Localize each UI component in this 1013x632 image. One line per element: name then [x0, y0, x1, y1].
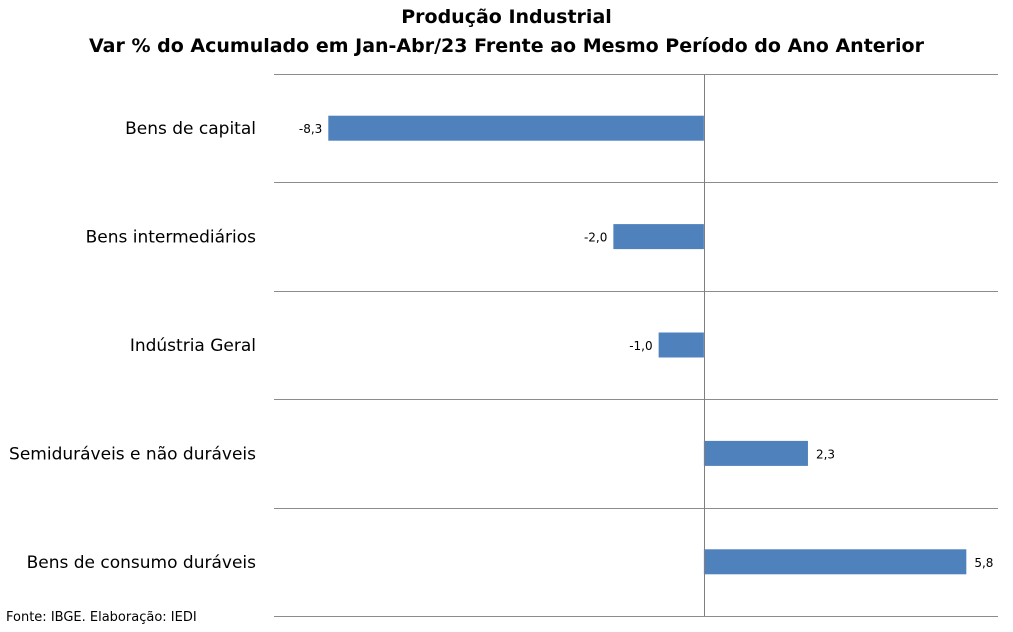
- chart-title: Produção Industrial: [401, 6, 612, 28]
- category-label: Indústria Geral: [130, 336, 256, 356]
- data-label: 5,8: [974, 556, 993, 570]
- source-note: Fonte: IBGE. Elaboração: IEDI: [6, 610, 197, 625]
- category-label: Bens de capital: [125, 119, 256, 139]
- bar: [703, 440, 808, 466]
- chart-subtitle: Var % do Acumulado em Jan-Abr/23 Frente …: [89, 35, 924, 57]
- category-label: Bens de consumo duráveis: [27, 553, 257, 573]
- data-label: -8,3: [299, 122, 322, 136]
- data-label: -2,0: [584, 231, 607, 245]
- bar: [703, 549, 967, 575]
- category-label: Semiduráveis e não duráveis: [9, 444, 256, 464]
- bar: [658, 332, 704, 358]
- bar: [613, 224, 704, 250]
- bar: [328, 115, 704, 141]
- category-label: Bens intermediários: [86, 228, 257, 248]
- data-label: 2,3: [816, 447, 835, 461]
- data-label: -1,0: [629, 339, 652, 353]
